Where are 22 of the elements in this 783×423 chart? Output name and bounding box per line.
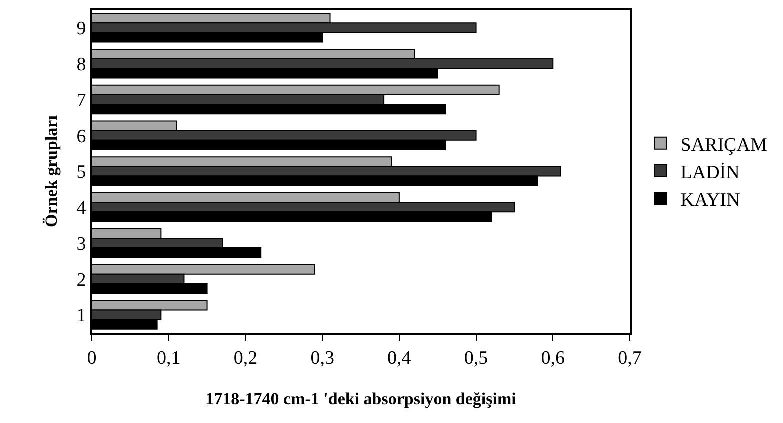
x-tick-label: 0,4 bbox=[388, 348, 412, 369]
x-tick-label: 0,1 bbox=[156, 348, 181, 369]
x-axis-title: 1718-1740 cm-1 'deki absorpsiyon değişimi bbox=[206, 390, 517, 409]
legend-label: SARIÇAM bbox=[680, 134, 768, 156]
x-tick-label: 0,2 bbox=[234, 348, 258, 369]
x-tick-label: 0,3 bbox=[310, 348, 334, 369]
legend-label: LADİN bbox=[680, 162, 740, 184]
y-tick-label: 5 bbox=[76, 162, 86, 184]
y-tick-label: 1 bbox=[76, 306, 86, 327]
x-tick-label: 0,5 bbox=[464, 348, 488, 369]
y-tick-label: 2 bbox=[76, 270, 86, 291]
legend-label: KAYIN bbox=[680, 190, 741, 212]
y-axis-title: Örnek grupları bbox=[42, 115, 61, 228]
y-tick-label: 3 bbox=[76, 234, 86, 255]
y-tick-label: 4 bbox=[76, 198, 87, 220]
y-tick-label: 8 bbox=[76, 54, 86, 76]
y-tick-label: 6 bbox=[76, 126, 86, 148]
x-tick-label: 0 bbox=[87, 348, 97, 369]
y-tick-label: 9 bbox=[76, 18, 86, 40]
y-tick-label: 7 bbox=[76, 90, 86, 112]
x-tick-label: 0,6 bbox=[541, 348, 566, 369]
x-tick-label: 0,7 bbox=[618, 348, 642, 369]
